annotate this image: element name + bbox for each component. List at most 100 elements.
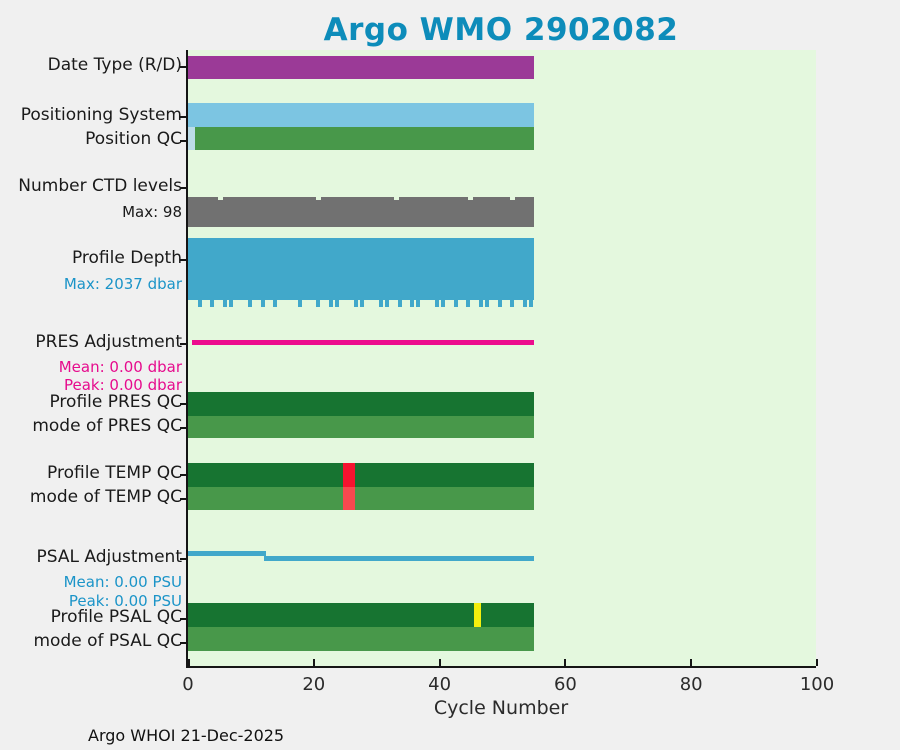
row-label: Positioning System <box>20 105 182 125</box>
row-label: Date Type (R/D) <box>47 55 182 75</box>
row-label: PSAL Adjustment <box>36 547 182 567</box>
depth-tooth <box>441 300 445 307</box>
y-tick <box>180 66 187 68</box>
bar-profile-psal-qc <box>188 603 534 627</box>
bar-position-qc-cycle1 <box>188 127 195 150</box>
row-label: Profile PRES QC <box>49 392 182 412</box>
depth-tooth <box>210 300 214 307</box>
ctd-top-notch <box>510 197 515 200</box>
bar-number-ctd-levels <box>188 197 534 227</box>
x-tick-label: 100 <box>799 674 835 695</box>
x-tick <box>312 659 315 666</box>
figure-title: Argo WMO 2902082 <box>323 12 679 48</box>
depth-tooth <box>223 300 227 307</box>
bar-mode-psal-qc <box>188 627 534 651</box>
ctd-top-notch <box>394 197 399 200</box>
bar-position-qc <box>195 127 534 150</box>
depth-tooth <box>298 300 302 307</box>
x-tick <box>816 659 818 666</box>
row-label: Number CTD levels <box>18 176 182 196</box>
y-tick <box>180 618 187 620</box>
y-tick <box>180 343 187 345</box>
row-label: Mean: 0.00 PSU <box>63 573 182 591</box>
row-label: Max: 2037 dbar <box>63 275 182 293</box>
plot-area <box>186 50 818 668</box>
depth-tooth <box>248 300 252 307</box>
figure-footer: Argo WHOI 21-Dec-2025 <box>88 726 285 745</box>
ctd-top-notch <box>218 197 223 200</box>
y-tick <box>180 403 187 405</box>
depth-tooth <box>379 300 383 307</box>
bar-profile-temp-qc <box>188 463 534 487</box>
row-label: mode of TEMP QC <box>29 487 182 507</box>
row-label: mode of PRES QC <box>32 416 182 436</box>
y-tick <box>180 187 187 189</box>
row-label: Max: 98 <box>122 203 182 221</box>
y-tick <box>180 259 187 261</box>
bar-profile-depth <box>188 238 534 300</box>
y-tick <box>180 558 187 560</box>
row-label: Peak: 0.00 PSU <box>68 592 182 610</box>
row-label: PRES Adjustment <box>35 332 182 352</box>
ctd-top-notch <box>316 197 321 200</box>
y-tick <box>180 116 187 118</box>
depth-tooth <box>354 300 358 307</box>
depth-tooth <box>261 300 265 307</box>
y-tick <box>180 474 187 476</box>
depth-tooth <box>398 300 402 307</box>
depth-tooth <box>454 300 458 307</box>
x-tick-label: 0 <box>182 674 194 695</box>
bar-mode-pres-qc <box>188 416 534 438</box>
line-psal-adjustment-late <box>264 556 534 561</box>
depth-tooth <box>198 300 202 307</box>
row-label: Position QC <box>85 129 182 149</box>
bar-positioning-system <box>188 103 534 127</box>
depth-tooth <box>410 300 414 307</box>
x-tick-label: 40 <box>428 674 452 695</box>
depth-tooth <box>360 300 364 307</box>
depth-tooth <box>485 300 489 307</box>
depth-tooth <box>435 300 439 307</box>
depth-tooth <box>329 300 333 307</box>
depth-tooth <box>273 300 277 307</box>
x-tick-label: 60 <box>553 674 577 695</box>
line-pres-adjustment <box>192 340 534 345</box>
y-tick <box>180 140 187 142</box>
flag-profile-temp-qc-red <box>343 463 355 487</box>
depth-tooth <box>229 300 233 307</box>
line-psal-adjustment-early <box>188 551 266 556</box>
depth-tooth <box>498 300 502 307</box>
depth-tooth <box>316 300 320 307</box>
bar-profile-pres-qc <box>188 392 534 416</box>
depth-tooth <box>523 300 527 307</box>
y-tick <box>180 427 187 429</box>
depth-tooth <box>335 300 339 307</box>
depth-tooth <box>510 300 514 307</box>
bar-mode-temp-qc <box>188 487 534 510</box>
flag-mode-temp-qc-red <box>343 487 355 510</box>
row-label: Profile Depth <box>71 248 182 268</box>
row-label: Profile PSAL QC <box>50 607 182 627</box>
depth-tooth <box>529 300 533 307</box>
row-label: Profile TEMP QC <box>47 463 182 483</box>
y-tick <box>180 642 187 644</box>
x-tick <box>188 659 190 666</box>
x-axis-title: Cycle Number <box>433 697 569 719</box>
x-tick <box>564 659 567 666</box>
ctd-top-notch <box>468 197 473 200</box>
bar-date-type <box>188 56 534 79</box>
x-tick <box>690 659 693 666</box>
depth-tooth <box>479 300 483 307</box>
x-tick <box>438 659 441 666</box>
flag-profile-psal-qc-yellow <box>474 603 481 627</box>
depth-tooth <box>416 300 420 307</box>
x-tick-label: 80 <box>679 674 703 695</box>
row-label: Mean: 0.00 dbar <box>58 358 182 376</box>
x-tick-label: 20 <box>302 674 326 695</box>
row-label: Peak: 0.00 dbar <box>63 376 182 394</box>
row-label: mode of PSAL QC <box>33 631 182 651</box>
y-tick <box>180 498 187 500</box>
depth-tooth <box>466 300 470 307</box>
depth-tooth <box>385 300 389 307</box>
